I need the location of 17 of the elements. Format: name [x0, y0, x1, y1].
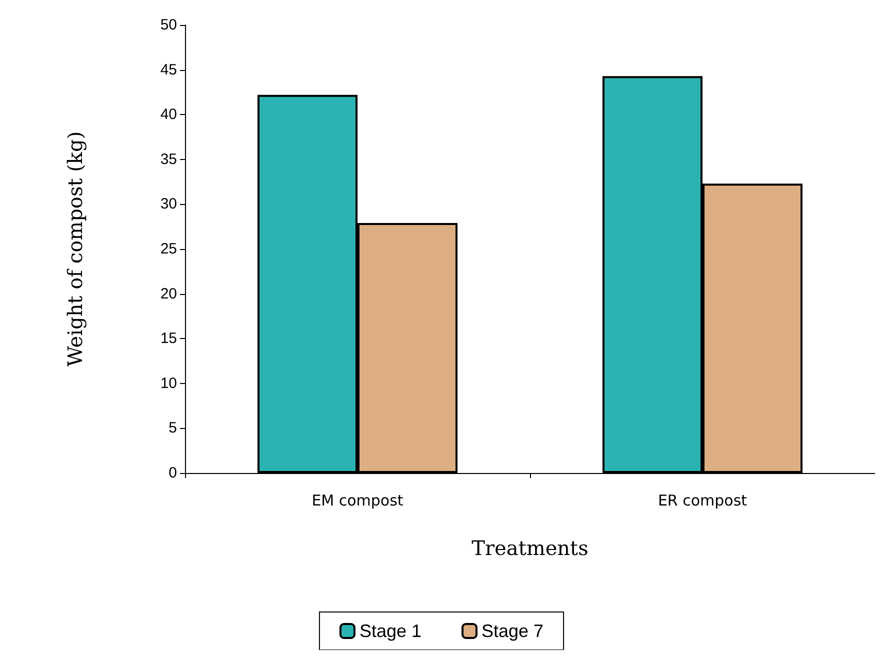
y-tick-label: 15	[160, 330, 177, 348]
x-axis-title: Treatments	[472, 536, 588, 560]
y-tick-label: 0	[168, 464, 177, 482]
y-tick-label: 30	[160, 196, 177, 213]
y-tick-label: 5	[168, 420, 177, 437]
y-tick-label: 35	[160, 150, 177, 168]
y-tick-label: 25	[160, 240, 177, 258]
x-tick-label: EM compost	[312, 492, 404, 510]
y-tick-label: 50	[160, 16, 177, 34]
legend-label: Stage 1	[359, 621, 422, 641]
y-tick-label: 45	[160, 61, 177, 78]
y-tick-label: 20	[160, 285, 177, 302]
x-tick-label: ER compost	[658, 492, 748, 510]
y-tick-label: 40	[160, 106, 177, 124]
legend-label: Stage 7	[482, 621, 544, 641]
y-tick-label: 10	[160, 374, 177, 392]
y-axis-title: Weight of compost (kg)	[63, 131, 87, 367]
